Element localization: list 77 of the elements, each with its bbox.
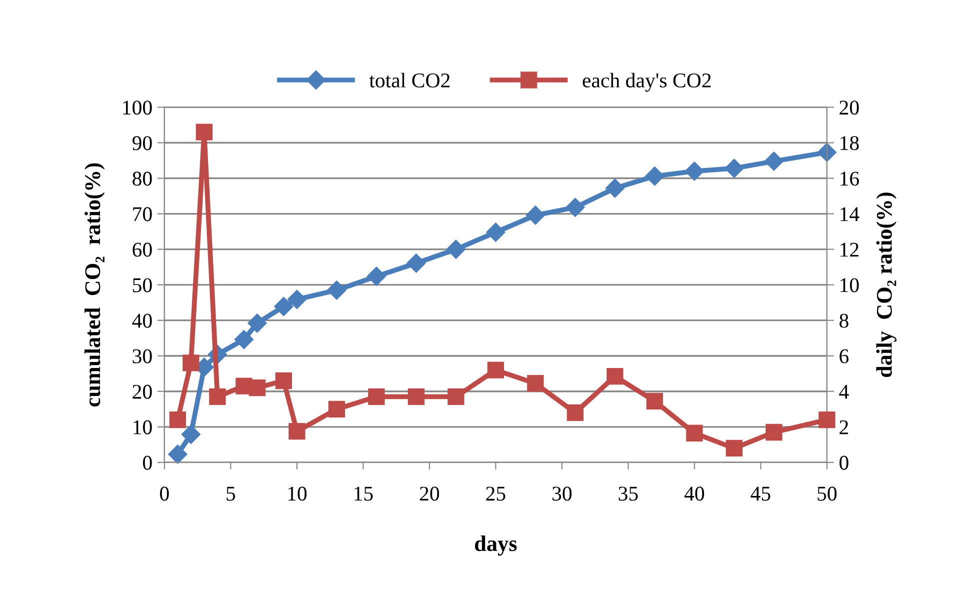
y-tick-label: 70 [133,207,152,222]
x-tick-label: 0 [160,486,169,501]
x-tick-label: 40 [684,486,704,501]
y2-tick-label: 20 [840,100,859,115]
point [448,388,464,406]
y-tick-label: 0 [143,456,152,470]
point [287,290,306,309]
y-tick-label: 80 [132,172,152,186]
y2-axis-title: daily CO₂ ratio(%) [876,192,896,378]
point [817,142,836,162]
point [209,388,226,406]
y2-tick-label: 6 [840,349,849,364]
x-tick-label: 5 [226,486,236,501]
point [526,206,545,225]
point [406,254,426,273]
point [764,152,784,171]
y2-tick-label: 2 [840,420,848,434]
point [446,240,466,259]
point [605,178,624,198]
point [366,266,386,286]
point [248,314,267,333]
y-tick-label: 20 [132,384,152,399]
point [684,162,704,181]
x-tick-label: 15 [354,486,373,501]
point [766,424,782,441]
point [527,375,544,392]
y2-tick-label: 4 [839,384,849,399]
point [724,158,744,178]
y-tick-label: 100 [123,100,152,115]
y2-tick-label: 10 [840,278,859,292]
point [182,354,200,372]
y2-tick-label: 12 [840,242,858,257]
point [487,362,504,378]
point [646,392,664,410]
y-tick-label: 40 [132,314,152,328]
legend-label: each day's CO2 [582,72,711,92]
point [368,388,385,406]
x-tick-label: 25 [486,486,506,501]
x-tick-label: 30 [552,486,572,501]
legend-label: total CO2 [369,72,450,88]
y2-tick-label: 0 [840,456,848,470]
x-tick-label: 45 [750,486,770,501]
point [181,424,200,444]
y-tick-label: 30 [132,349,152,364]
y2-tick-label: 16 [840,172,859,186]
point [196,124,213,140]
y-axis-title: cumulated CO₂ ratio(%) [84,163,105,407]
point [726,440,743,457]
point [486,222,506,242]
y-tick-label: 10 [134,420,152,434]
x-tick-label: 10 [288,486,307,501]
point [328,400,346,418]
point [327,280,346,300]
point [169,411,186,428]
point [248,380,266,396]
point [168,444,188,464]
x-tick-label: 50 [818,486,837,501]
point [645,166,664,186]
point [408,388,425,406]
point [818,411,836,428]
point [274,296,294,316]
x-tick-label: 35 [618,486,638,501]
x-tick-label: 20 [420,486,440,501]
y2-tick-label: 8 [840,314,848,328]
point [234,330,254,350]
point [686,424,703,442]
y-tick-label: 60 [132,242,152,257]
y-tick-label: 90 [132,136,152,150]
y-tick-label: 50 [133,278,152,292]
point [566,198,585,217]
y2-tick-label: 18 [840,136,859,150]
y2-tick-label: 14 [840,207,860,222]
point [288,423,306,440]
x-axis-title: days [474,535,517,556]
point [606,368,624,385]
point [566,404,584,422]
point [275,372,292,390]
